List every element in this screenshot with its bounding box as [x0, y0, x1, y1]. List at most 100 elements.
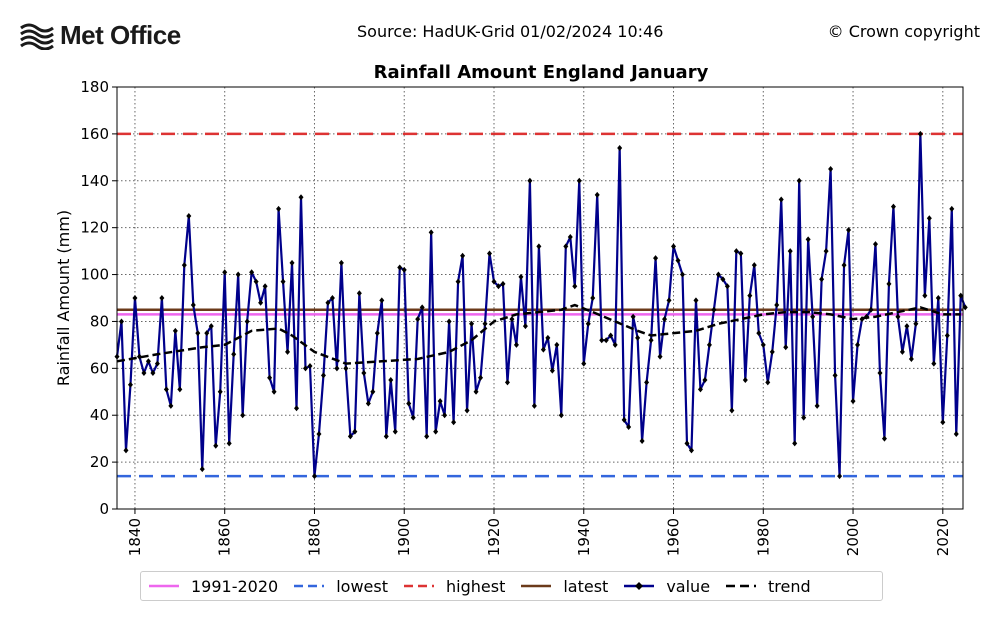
- value-point: [756, 330, 762, 337]
- value-point: [419, 304, 425, 311]
- header: Met Office Source: HadUK-Grid 01/02/2024…: [0, 0, 1004, 60]
- value-point: [765, 379, 771, 386]
- value-point: [460, 252, 466, 259]
- value-point: [195, 330, 201, 337]
- value-point: [949, 205, 955, 212]
- value-point: [397, 264, 403, 271]
- value-point: [365, 400, 371, 407]
- value-point: [913, 320, 919, 327]
- value-point: [302, 365, 308, 372]
- value-point: [702, 377, 708, 384]
- x-tick-label: 2020: [934, 518, 952, 556]
- value-point: [747, 292, 753, 299]
- value-point: [639, 438, 645, 445]
- legend: 1991-2020 lowest highest latest value trend: [140, 571, 883, 601]
- value-point: [464, 407, 470, 414]
- value-point: [276, 205, 282, 212]
- value-point: [922, 292, 928, 299]
- y-tick-label: 40: [90, 406, 109, 424]
- y-tick-label: 120: [80, 219, 109, 237]
- value-point: [235, 271, 241, 278]
- reference-lines: [117, 132, 963, 478]
- rainfall-chart: Rainfall Amount England January Rainfall…: [54, 62, 968, 556]
- value-point: [491, 278, 497, 285]
- wave-logo-icon: [20, 23, 54, 50]
- legend-item-lowest: lowest: [292, 577, 388, 596]
- value-point: [630, 313, 636, 320]
- y-tick-label: 80: [90, 312, 109, 330]
- value-point: [608, 332, 614, 339]
- value-point: [769, 348, 775, 355]
- value-point: [410, 414, 416, 421]
- value-point: [563, 243, 569, 250]
- value-point: [168, 402, 174, 409]
- value-point: [370, 388, 376, 395]
- y-tick-label: 100: [80, 266, 109, 284]
- value-point: [150, 370, 156, 377]
- value-point: [603, 337, 609, 344]
- value-point: [401, 266, 407, 273]
- value-point: [684, 440, 690, 447]
- value-point: [473, 388, 479, 395]
- value-point: [433, 428, 439, 435]
- value-point: [294, 405, 300, 412]
- legend-label: 1991-2020: [191, 576, 279, 596]
- value-point: [141, 370, 147, 377]
- value-point: [917, 130, 923, 137]
- value-point: [258, 299, 264, 306]
- value-point: [199, 466, 205, 473]
- x-tick-label: 1840: [126, 518, 144, 556]
- value-point: [801, 414, 807, 421]
- value-point: [320, 372, 326, 379]
- value-point: [940, 419, 946, 426]
- value-point: [163, 386, 169, 393]
- value-point: [819, 276, 825, 283]
- value-point: [787, 248, 793, 255]
- value-point: [823, 248, 829, 255]
- value-point: [118, 318, 124, 325]
- source-text: Source: HadUK-Grid 01/02/2024 10:46: [357, 22, 664, 41]
- value-point: [868, 306, 874, 313]
- value-point: [558, 412, 564, 419]
- value-point: [935, 295, 941, 301]
- value-point: [653, 255, 659, 262]
- value-point: [325, 299, 331, 306]
- legend-item-normal: 1991-2020: [147, 577, 278, 596]
- value-point: [738, 250, 744, 257]
- value-point: [855, 341, 861, 348]
- value-point: [895, 313, 901, 320]
- value-point: [428, 229, 434, 236]
- value-point: [177, 386, 183, 393]
- value-point: [944, 332, 950, 339]
- value-point: [846, 227, 852, 234]
- value-point: [379, 297, 385, 304]
- value-point: [715, 271, 721, 278]
- y-tick-label: 180: [80, 78, 109, 96]
- value-point: [217, 388, 223, 395]
- value-point: [231, 351, 237, 358]
- value-point: [729, 407, 735, 414]
- value-point: [356, 290, 362, 297]
- value-point: [810, 313, 816, 320]
- value-point: [347, 433, 353, 440]
- value-point: [832, 372, 838, 379]
- value-point: [522, 323, 528, 330]
- value-point: [154, 360, 160, 367]
- legend-item-latest: latest: [519, 577, 608, 596]
- value-point: [886, 280, 892, 287]
- value-point: [343, 365, 349, 372]
- value-point: [828, 166, 834, 173]
- value-point: [585, 320, 591, 327]
- value-point: [926, 215, 932, 222]
- value-point: [841, 262, 847, 269]
- value-point: [190, 302, 196, 309]
- value-point: [442, 412, 448, 419]
- value-point: [783, 344, 789, 351]
- x-tick-label: 1900: [395, 518, 413, 556]
- value-point: [262, 283, 268, 290]
- legend-swatch-icon: [294, 584, 325, 588]
- value-point: [244, 318, 250, 325]
- value-point: [186, 212, 192, 219]
- legend-swatch-icon: [624, 582, 655, 590]
- value-point: [374, 330, 380, 337]
